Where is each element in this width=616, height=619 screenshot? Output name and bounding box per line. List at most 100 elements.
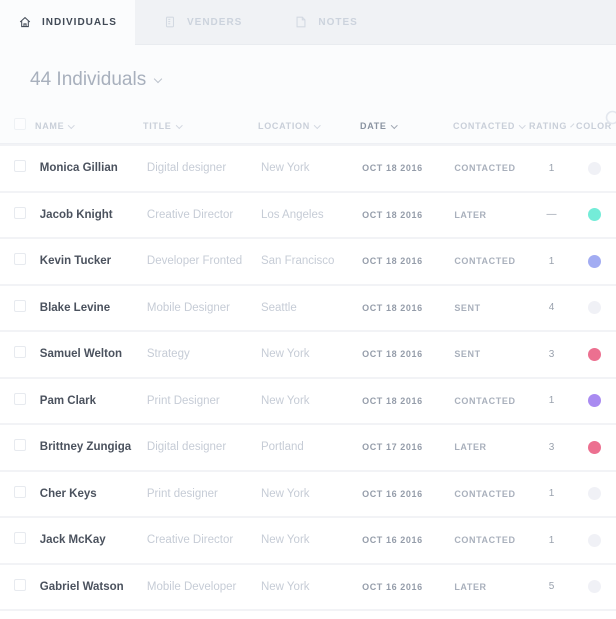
row-checkbox[interactable] xyxy=(14,253,26,265)
tab-venders[interactable]: VENDERS xyxy=(135,0,262,44)
column-label: LOCATION xyxy=(258,121,310,131)
cell-contacted: LATER xyxy=(454,442,530,452)
tab-label: INDIVIDUALS xyxy=(42,17,117,28)
column-label: RATING xyxy=(529,121,567,131)
cell-name: Cher Keys xyxy=(40,488,147,500)
page-title-dropdown[interactable]: 44 Individuals xyxy=(30,69,161,91)
cell-rating: 4 xyxy=(531,302,573,313)
row-checkbox[interactable] xyxy=(14,300,26,312)
table-row[interactable]: Pam Clark Print Designer New York OCT 18… xyxy=(0,377,616,424)
cell-contacted: CONTACTED xyxy=(454,489,530,499)
cell-title: Digital designer xyxy=(147,162,261,174)
cell-title: Digital designer xyxy=(147,441,261,453)
column-header-name[interactable]: NAME xyxy=(35,121,143,131)
column-header-contacted[interactable]: CONTACTED xyxy=(453,121,530,131)
cell-location: New York xyxy=(261,162,362,174)
search-icon[interactable] xyxy=(604,109,616,129)
table-row[interactable]: Samuel Welton Strategy New York OCT 18 2… xyxy=(0,330,616,377)
row-checkbox[interactable] xyxy=(14,160,26,172)
cell-title: Creative Director xyxy=(147,209,261,221)
tab-individuals[interactable]: INDIVIDUALS xyxy=(0,0,135,45)
home-icon xyxy=(18,15,32,29)
table-row[interactable]: Blake Levine Mobile Designer Seattle OCT… xyxy=(0,284,616,331)
row-checkbox[interactable] xyxy=(14,207,26,219)
tab-bar: INDIVIDUALS VENDERS NOTES xyxy=(0,0,616,45)
cell-name: Jacob Knight xyxy=(40,209,147,221)
row-checkbox[interactable] xyxy=(14,393,26,405)
cell-name: Pam Clark xyxy=(40,395,147,407)
cell-date: OCT 16 2016 xyxy=(362,489,454,499)
cell-contacted: CONTACTED xyxy=(454,256,530,266)
cell-location: New York xyxy=(261,395,362,407)
sort-chevron-icon xyxy=(68,122,74,128)
table-row[interactable]: Kevin Tucker Developer Fronted San Franc… xyxy=(0,237,616,284)
cell-title: Mobile Designer xyxy=(147,302,261,314)
cell-contacted: SENT xyxy=(454,349,530,359)
cell-name: Jack McKay xyxy=(40,534,147,546)
table-row[interactable]: Cher Keys Print designer New York OCT 16… xyxy=(0,470,616,517)
row-checkbox[interactable] xyxy=(14,532,26,544)
cell-date: OCT 18 2016 xyxy=(362,349,454,359)
color-dot[interactable] xyxy=(588,534,601,547)
cell-location: New York xyxy=(261,488,362,500)
tab-notes[interactable]: NOTES xyxy=(262,0,377,44)
cell-title: Print Designer xyxy=(147,395,261,407)
table-row[interactable]: Jacob Knight Creative Director Los Angel… xyxy=(0,191,616,238)
note-icon xyxy=(294,15,308,29)
column-header-date[interactable]: DATE xyxy=(360,121,453,131)
cell-date: OCT 16 2016 xyxy=(362,535,454,545)
cell-location: San Francisco xyxy=(261,255,362,267)
column-header-title[interactable]: TITLE xyxy=(143,121,258,131)
color-dot[interactable] xyxy=(588,208,601,221)
cell-location: New York xyxy=(261,348,362,360)
table-row[interactable]: Monica Gillian Digital designer New York… xyxy=(0,144,616,191)
color-dot[interactable] xyxy=(588,487,601,500)
tab-label: NOTES xyxy=(318,17,357,28)
page-title: 44 Individuals xyxy=(30,69,146,91)
cell-contacted: CONTACTED xyxy=(454,396,530,406)
cell-title: Developer Fronted xyxy=(147,255,261,267)
cell-title: Strategy xyxy=(147,348,261,360)
row-checkbox[interactable] xyxy=(14,439,26,451)
column-header-location[interactable]: LOCATION xyxy=(258,121,360,131)
color-dot[interactable] xyxy=(588,255,601,268)
select-all-checkbox[interactable] xyxy=(14,118,26,130)
cell-contacted: SENT xyxy=(454,303,530,313)
color-dot[interactable] xyxy=(588,394,601,407)
cell-location: Los Angeles xyxy=(261,209,362,221)
cell-date: OCT 18 2016 xyxy=(362,210,454,220)
color-dot[interactable] xyxy=(588,348,601,361)
cell-location: New York xyxy=(261,534,362,546)
table-row[interactable]: Gabriel Watson Mobile Developer New York… xyxy=(0,563,616,610)
cell-date: OCT 18 2016 xyxy=(362,256,454,266)
cell-contacted: CONTACTED xyxy=(454,163,530,173)
cell-contacted: LATER xyxy=(454,582,530,592)
cell-location: New York xyxy=(261,581,362,593)
cell-date: OCT 18 2016 xyxy=(362,396,454,406)
header-checkbox-cell xyxy=(0,117,35,135)
cell-name: Samuel Welton xyxy=(40,348,147,360)
table-body: Monica Gillian Digital designer New York… xyxy=(0,144,616,619)
cell-name: Gabriel Watson xyxy=(40,581,147,593)
row-checkbox[interactable] xyxy=(14,486,26,498)
cell-name: Brittney Zungiga xyxy=(40,441,147,453)
cell-title: Creative Director xyxy=(147,534,261,546)
color-dot[interactable] xyxy=(588,580,601,593)
color-dot[interactable] xyxy=(588,301,601,314)
column-header-rating[interactable]: RATING xyxy=(530,121,572,131)
title-bar: 44 Individuals xyxy=(0,45,616,109)
color-dot[interactable] xyxy=(588,441,601,454)
row-checkbox[interactable] xyxy=(14,346,26,358)
column-label: CONTACTED xyxy=(453,121,515,131)
table-row[interactable]: Jack McKay Creative Director New York OC… xyxy=(0,516,616,563)
color-dot[interactable] xyxy=(588,162,601,175)
table-row-partial xyxy=(0,609,616,619)
cell-rating: 1 xyxy=(531,256,573,267)
chevron-down-icon xyxy=(154,75,162,83)
row-checkbox[interactable] xyxy=(14,579,26,591)
sort-chevron-icon xyxy=(176,122,182,128)
building-icon xyxy=(163,15,177,29)
table-row[interactable]: Brittney Zungiga Digital designer Portla… xyxy=(0,423,616,470)
cell-title: Print designer xyxy=(147,488,261,500)
cell-date: OCT 18 2016 xyxy=(362,163,454,173)
